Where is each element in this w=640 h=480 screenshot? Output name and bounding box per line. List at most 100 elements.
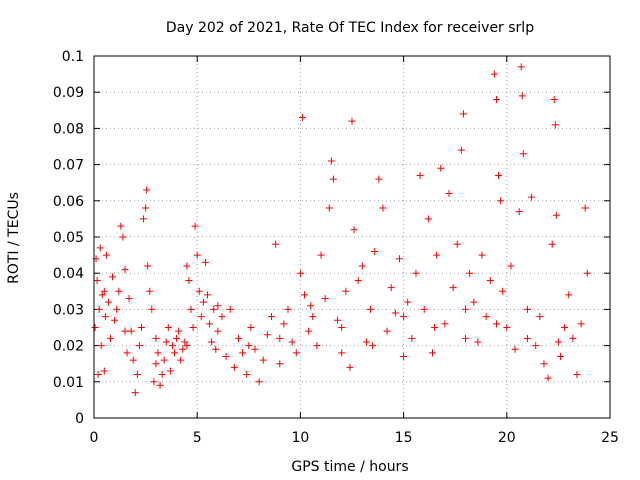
data-point	[404, 298, 412, 306]
data-point	[532, 342, 540, 350]
data-point	[199, 298, 207, 306]
data-point	[284, 305, 292, 313]
data-point	[123, 349, 131, 357]
data-point	[528, 193, 536, 201]
data-point	[94, 371, 102, 379]
data-point	[412, 269, 420, 277]
x-tick-label: 15	[395, 430, 413, 446]
x-tick-label: 0	[90, 430, 99, 446]
data-point	[292, 349, 300, 357]
data-point	[214, 302, 222, 310]
data-point	[96, 244, 104, 252]
data-point	[573, 371, 581, 379]
data-point	[121, 266, 129, 274]
x-tick-label: 5	[193, 430, 202, 446]
data-point	[518, 92, 526, 100]
data-point	[342, 287, 350, 295]
data-point	[152, 334, 160, 342]
data-point	[375, 175, 383, 183]
data-point	[204, 291, 212, 299]
data-point	[164, 324, 172, 331]
data-point	[457, 146, 465, 154]
data-point	[133, 371, 141, 379]
data-point	[245, 342, 253, 350]
y-tick-label: 0.07	[53, 158, 84, 174]
data-point	[137, 324, 145, 331]
data-point	[338, 349, 346, 357]
data-point	[321, 295, 329, 303]
data-point	[189, 324, 197, 331]
data-point	[98, 291, 106, 299]
data-point	[296, 269, 304, 277]
data-point	[519, 150, 527, 158]
data-point	[503, 324, 511, 331]
data-point	[470, 298, 478, 306]
data-point	[127, 327, 135, 335]
data-point	[158, 371, 166, 379]
data-point	[170, 349, 178, 357]
data-point	[556, 352, 564, 360]
data-point	[195, 287, 203, 295]
data-point	[459, 110, 467, 118]
x-tick-label: 10	[291, 430, 309, 446]
data-point	[115, 287, 123, 295]
y-tick-label: 0.01	[53, 375, 84, 391]
chart-title: Day 202 of 2021, Rate Of TEC Index for r…	[166, 20, 534, 36]
data-point	[181, 338, 189, 346]
y-tick-label: 0.09	[53, 85, 84, 101]
data-point	[478, 251, 486, 259]
data-point	[185, 276, 193, 284]
data-point	[111, 316, 119, 324]
data-point	[160, 356, 168, 364]
data-point	[462, 305, 470, 313]
data-point	[197, 313, 205, 321]
data-point	[193, 251, 201, 259]
data-point	[437, 164, 445, 172]
data-point	[497, 197, 505, 205]
data-point	[97, 342, 105, 350]
y-tick-label: 0.1	[62, 49, 84, 65]
data-point	[146, 287, 154, 295]
data-point	[154, 349, 162, 357]
data-point	[135, 342, 143, 350]
data-point	[272, 240, 280, 248]
data-point	[540, 360, 548, 368]
data-point	[369, 342, 377, 350]
y-tick-label: 0	[75, 411, 84, 427]
data-point	[173, 334, 181, 342]
data-point	[191, 222, 199, 230]
data-point	[210, 305, 218, 313]
data-point	[307, 302, 315, 310]
data-point	[119, 233, 127, 241]
data-point	[554, 338, 562, 346]
data-point	[486, 276, 494, 284]
y-tick-label: 0.06	[53, 194, 84, 210]
data-point	[536, 313, 544, 321]
data-point	[239, 349, 247, 357]
data-point	[179, 345, 187, 353]
data-point	[400, 352, 408, 360]
data-point	[131, 389, 139, 397]
data-point	[129, 356, 137, 364]
axis-ticks: 0 5 10 15 20 25 0 0.01 0.02 0.03 0.04 0.05 0.06 0.07 0…	[53, 49, 619, 446]
data-point	[140, 215, 148, 223]
data-point	[354, 276, 362, 284]
data-point	[507, 262, 515, 270]
data-point	[387, 284, 395, 292]
data-point	[100, 367, 108, 375]
data-point	[117, 222, 125, 230]
data-point	[313, 342, 321, 350]
data-point	[565, 291, 573, 299]
data-point	[125, 295, 133, 303]
data-point	[156, 381, 164, 389]
data-point	[433, 251, 441, 259]
data-point	[408, 334, 416, 342]
data-point	[162, 338, 170, 346]
data-point	[482, 313, 490, 321]
data-point	[218, 313, 226, 321]
data-point	[511, 345, 519, 353]
data-point	[367, 305, 375, 313]
y-tick-label: 0.08	[53, 121, 84, 137]
data-point	[379, 204, 387, 212]
